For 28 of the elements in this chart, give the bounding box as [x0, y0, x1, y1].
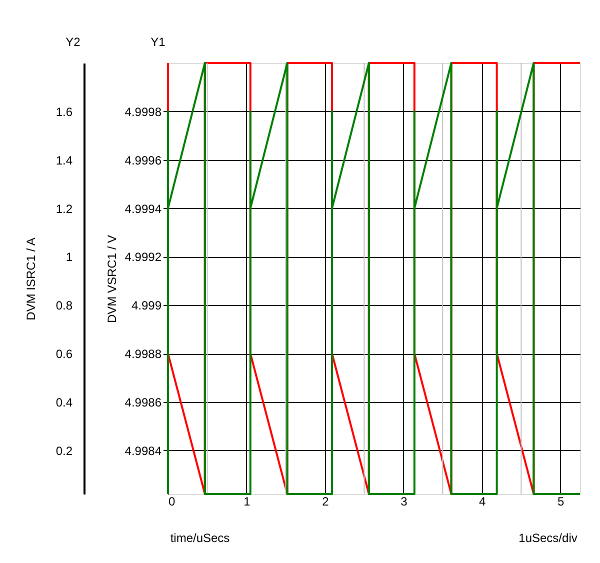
text: Y1 [150, 35, 166, 49]
y-tick-label: 4.999 [131, 298, 162, 313]
x-axis-title: time/uSecs [170, 531, 230, 545]
y-tick-label: 4.9992 [124, 250, 162, 264]
y2-tick-label: 1.4 [56, 153, 73, 168]
x-tick-label: 2 [322, 494, 330, 508]
y-tick-label: 4.9998 [124, 104, 162, 119]
y-tick-label: 4.9988 [124, 347, 162, 362]
y-tick-label: 4.9986 [124, 395, 162, 410]
x-tick-label: 4 [479, 494, 486, 508]
y-tick-label: 4.9984 [124, 444, 162, 458]
y-tick-label: 4.9994 [124, 202, 162, 216]
x-tick-label: 1 [244, 494, 251, 508]
y2-axis-title: DVM ISRC1 / A [24, 238, 38, 320]
y2-tick-label: 0.6 [56, 347, 73, 362]
y2-tick-label: 1.2 [56, 202, 73, 216]
y2-tick-label: 1.6 [56, 104, 73, 119]
x-tick-label: 5 [558, 494, 565, 508]
y2-tick-label: 0.4 [56, 395, 73, 410]
y2-tick-label: 0.2 [56, 444, 73, 458]
x-tick-label: 0 [168, 494, 176, 508]
y2-tick-label: 1 [66, 250, 73, 264]
text: Y2 [66, 35, 81, 49]
y-axis-title: DVM VSRC1 / V [104, 234, 119, 324]
text: 1uSecs/div [518, 531, 578, 545]
x-tick-label: 3 [400, 494, 408, 508]
y-tick-label: 4.9996 [124, 153, 162, 168]
y2-tick-label: 0.8 [56, 298, 73, 313]
